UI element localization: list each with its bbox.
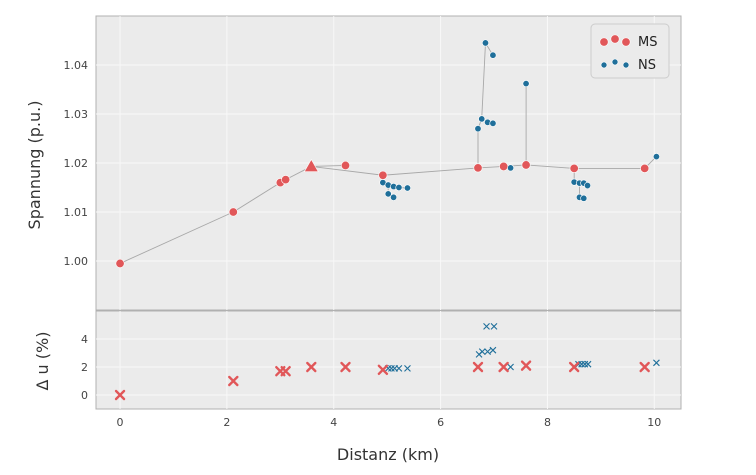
x-tick-label: 8 bbox=[544, 416, 551, 429]
y-tick-label: 1.03 bbox=[64, 108, 89, 121]
network-edge bbox=[311, 165, 383, 176]
ns-delta-u-point bbox=[584, 360, 592, 368]
ns-point bbox=[390, 193, 398, 201]
ms-point bbox=[569, 163, 579, 173]
network-edge bbox=[382, 167, 479, 176]
legend-ns-dot bbox=[611, 58, 619, 66]
legend-ns-label: NS bbox=[638, 58, 656, 73]
ms-delta-u-point bbox=[228, 375, 239, 387]
legend-ms-dot bbox=[621, 37, 631, 47]
ns-point bbox=[507, 164, 515, 172]
ms-point-triangle bbox=[303, 158, 319, 172]
ms-point bbox=[378, 170, 388, 180]
ms-delta-u-point bbox=[472, 361, 484, 373]
x-tick-label: 4 bbox=[330, 416, 337, 429]
ns-point bbox=[481, 39, 489, 47]
y-tick-label: 4 bbox=[81, 333, 88, 346]
ns-delta-u-point bbox=[490, 323, 498, 330]
network-edge bbox=[233, 182, 281, 213]
legend-ms-label: MS bbox=[638, 35, 657, 50]
ns-delta-u-point bbox=[388, 365, 395, 372]
ns-delta-u-point bbox=[489, 346, 497, 354]
delta-u-y-tick-labels: 0 2 4 bbox=[81, 333, 88, 402]
ns-delta-u-point bbox=[578, 360, 586, 368]
ns-point bbox=[478, 115, 486, 123]
y-tick-label: 1.04 bbox=[64, 59, 89, 72]
ns-point bbox=[522, 80, 530, 88]
x-tick-label: 0 bbox=[117, 416, 124, 429]
ms-point bbox=[115, 258, 125, 268]
ns-point bbox=[489, 51, 497, 59]
ms-delta-u-points bbox=[114, 360, 650, 401]
ms-point bbox=[499, 161, 509, 171]
ms-delta-u-point bbox=[498, 361, 509, 373]
ns-delta-u-point bbox=[404, 365, 411, 372]
ns-point bbox=[395, 184, 403, 192]
ns-delta-u-point bbox=[484, 348, 491, 355]
ns-delta-u-point bbox=[483, 323, 490, 330]
ms-point bbox=[473, 163, 483, 173]
ms-delta-u-point bbox=[114, 389, 126, 401]
ms-voltage-points bbox=[115, 158, 650, 268]
ms-point bbox=[281, 175, 291, 185]
ms-point bbox=[521, 160, 531, 170]
legend-ms-marker bbox=[599, 34, 631, 47]
voltage-y-tick-labels: 1.00 1.01 1.02 1.03 1.04 bbox=[64, 59, 89, 268]
ms-delta-u-point bbox=[377, 364, 389, 375]
legend-box bbox=[590, 23, 670, 79]
delta-u-panel-background bbox=[95, 310, 682, 410]
ms-delta-u-point bbox=[340, 361, 351, 373]
x-tick-label: 6 bbox=[437, 416, 444, 429]
x-tick-label: 2 bbox=[223, 416, 230, 429]
ns-point bbox=[403, 184, 411, 192]
legend-ns-dot bbox=[622, 61, 630, 69]
y-tick-label: 1.00 bbox=[64, 255, 89, 268]
delta-u-panel-grid bbox=[96, 311, 681, 409]
ns-delta-u-point bbox=[395, 365, 403, 372]
ms-delta-u-point bbox=[520, 360, 532, 371]
legend-ns-marker bbox=[600, 58, 630, 69]
network-edge bbox=[119, 211, 234, 264]
ms-point bbox=[640, 163, 650, 173]
ns-point bbox=[474, 125, 482, 133]
ms-delta-u-point bbox=[306, 361, 317, 373]
distance-axis-label: Distanz (km) bbox=[337, 445, 439, 464]
ns-point bbox=[584, 182, 592, 190]
ns-point bbox=[384, 190, 392, 198]
y-tick-label: 1.01 bbox=[64, 206, 89, 219]
ms-point bbox=[340, 160, 350, 170]
y-tick-label: 2 bbox=[81, 361, 88, 374]
distance-x-tick-labels: 0 2 4 6 8 10 bbox=[117, 416, 662, 429]
ns-delta-u-point bbox=[581, 360, 589, 368]
ms-delta-u-point bbox=[639, 361, 650, 373]
legend-ns-dot bbox=[600, 61, 608, 69]
ns-point bbox=[652, 153, 660, 161]
voltage-axis-label: Spannung (p.u.) bbox=[25, 101, 44, 230]
ns-delta-u-point bbox=[653, 359, 660, 367]
delta-u-axis-label: Δ u (%) bbox=[33, 332, 52, 391]
ns-delta-u-point bbox=[478, 348, 486, 355]
y-tick-label: 0 bbox=[81, 389, 88, 402]
legend: MS NS bbox=[590, 23, 670, 79]
ms-delta-u-point bbox=[280, 366, 291, 377]
ns-point bbox=[489, 119, 497, 127]
network-edge bbox=[526, 164, 575, 169]
network-edge bbox=[311, 165, 346, 167]
ms-delta-u-point bbox=[568, 361, 580, 373]
ms-point bbox=[228, 207, 238, 217]
ns-point bbox=[580, 194, 588, 202]
legend-ms-dot bbox=[599, 37, 609, 47]
x-tick-label: 10 bbox=[647, 416, 661, 429]
ns-delta-u-point bbox=[507, 363, 514, 371]
legend-ms-dot bbox=[610, 34, 620, 44]
y-tick-label: 1.02 bbox=[64, 157, 89, 170]
